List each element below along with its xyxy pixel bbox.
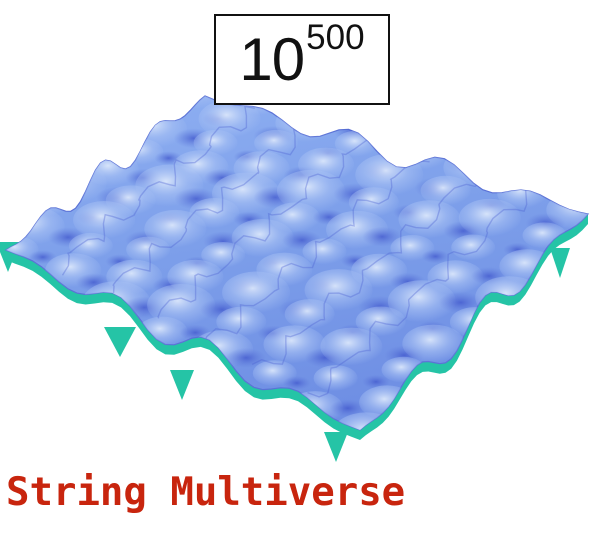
landscape-peak: [334, 130, 379, 157]
landscape-peak: [497, 178, 548, 209]
landscape-peak: [320, 327, 383, 366]
landscape-valley: [442, 371, 471, 386]
caption-title: String Multiverse: [6, 470, 406, 515]
landscape-peak: [298, 147, 355, 182]
landscape-valley: [497, 315, 530, 332]
landscape-valley: [376, 422, 421, 430]
landscape-peak: [233, 151, 290, 186]
underside-sliver: [324, 432, 348, 462]
landscape-peak: [106, 259, 163, 294]
ridge-line: [202, 160, 430, 348]
landscape-peak: [458, 198, 521, 237]
landscape-peak: [144, 209, 207, 248]
landscape-peak: [201, 242, 246, 268]
landscape-peak: [216, 306, 267, 337]
landscape-peak: [451, 234, 496, 261]
landscape-valley: [421, 249, 450, 264]
landscape-valley: [226, 347, 267, 368]
landscape-peak: [355, 306, 406, 337]
landscape-peak: [147, 284, 216, 326]
landscape-valley: [362, 374, 390, 389]
landscape-valley: [394, 140, 423, 155]
underside-sliver: [104, 327, 136, 357]
landscape-peak: [21, 186, 72, 217]
landscape-peak: [144, 96, 195, 121]
landscape-peak: [198, 99, 261, 138]
landscape-valley: [282, 107, 315, 124]
landscape-peak: [256, 252, 313, 287]
landscape-peak: [302, 238, 347, 265]
landscape-peak: [392, 135, 449, 170]
ridge-line: [112, 120, 318, 293]
landscape-peak: [355, 153, 424, 196]
landscape-peak: [427, 260, 484, 295]
landscape-valley: [464, 340, 505, 361]
count-exponent: 500: [306, 18, 365, 57]
underside-sliver: [170, 370, 194, 400]
landscape-valley: [557, 188, 588, 205]
ridge-line: [61, 105, 255, 276]
ridge-line: [307, 182, 528, 398]
ridge-line: [251, 171, 479, 366]
ridge-line: [157, 136, 377, 319]
underside-strip: [6, 214, 588, 440]
landscape-valley: [585, 233, 588, 248]
landscape-peak: [68, 232, 113, 259]
landscape-valley: [282, 376, 311, 390]
landscape-valley: [409, 396, 446, 415]
underside-sliver: [550, 248, 570, 278]
landscape-valley: [28, 250, 57, 265]
landscape-valley: [496, 169, 541, 192]
landscape-peak: [443, 146, 512, 189]
vacua-count-box: 10 500: [214, 14, 390, 105]
landscape-peak: [313, 365, 358, 392]
landscape-valley: [362, 226, 403, 247]
landscape-peak: [167, 259, 224, 294]
landscape-valley: [329, 399, 366, 418]
landscape-peak: [402, 324, 465, 363]
count-base: 10: [239, 25, 305, 93]
landscape-peak: [275, 104, 338, 142]
landscape-peak: [449, 307, 500, 338]
